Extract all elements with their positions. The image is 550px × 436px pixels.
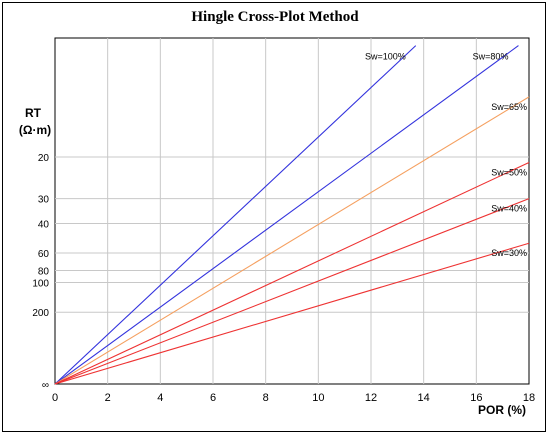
- series-label: Sw=40%: [491, 204, 527, 214]
- series-line: [54, 161, 530, 385]
- y-tick-label: 60: [38, 249, 50, 260]
- y-tick-label: 30: [38, 195, 50, 206]
- x-tick-label: 6: [210, 392, 216, 404]
- y-tick-label: ∞: [42, 380, 49, 391]
- series-lines: Sw=100% Sw=80% Sw=65% Sw=50% Sw=40% Sw=30%: [54, 45, 530, 385]
- y-tick-label: 100: [32, 278, 49, 289]
- x-tick-label: 10: [312, 392, 324, 404]
- series-line: [54, 45, 519, 385]
- chart-frame: [2, 2, 546, 432]
- x-tick-labels: 0 2 4 6 8 10 12 14 16 18: [52, 392, 535, 404]
- x-tick-label: 2: [105, 392, 111, 404]
- y-tick-label: 20: [38, 153, 50, 164]
- series-line: [54, 198, 530, 385]
- x-tick-label: 8: [263, 392, 269, 404]
- y-axis-unit: (Ω·m): [19, 123, 51, 137]
- series-line: [54, 96, 530, 385]
- y-tick-label: 40: [38, 219, 50, 230]
- x-tick-label: 16: [470, 392, 482, 404]
- series-label: Sw=50%: [491, 167, 527, 177]
- chart-title: Hingle Cross-Plot Method: [191, 9, 359, 25]
- series-label: Sw=100%: [365, 52, 406, 62]
- x-tick-label: 18: [523, 392, 535, 404]
- horizontal-grid: [55, 156, 529, 313]
- series-label: Sw=80%: [473, 52, 509, 62]
- y-tick-label: 200: [32, 308, 49, 319]
- y-tick-label: 80: [38, 267, 50, 278]
- x-tick-label: 12: [365, 392, 377, 404]
- vertical-grid: [107, 38, 477, 384]
- series-line: [54, 45, 417, 385]
- x-tick-label: 14: [418, 392, 430, 404]
- x-tick-label: 0: [52, 392, 58, 404]
- series-label: Sw=65%: [491, 102, 527, 112]
- series-line: [54, 242, 530, 385]
- x-axis-label: POR (%): [478, 403, 526, 417]
- plot-area: [54, 37, 530, 385]
- series-label: Sw=30%: [491, 248, 527, 258]
- x-tick-label: 4: [157, 392, 163, 404]
- y-axis-label: RT: [25, 106, 42, 120]
